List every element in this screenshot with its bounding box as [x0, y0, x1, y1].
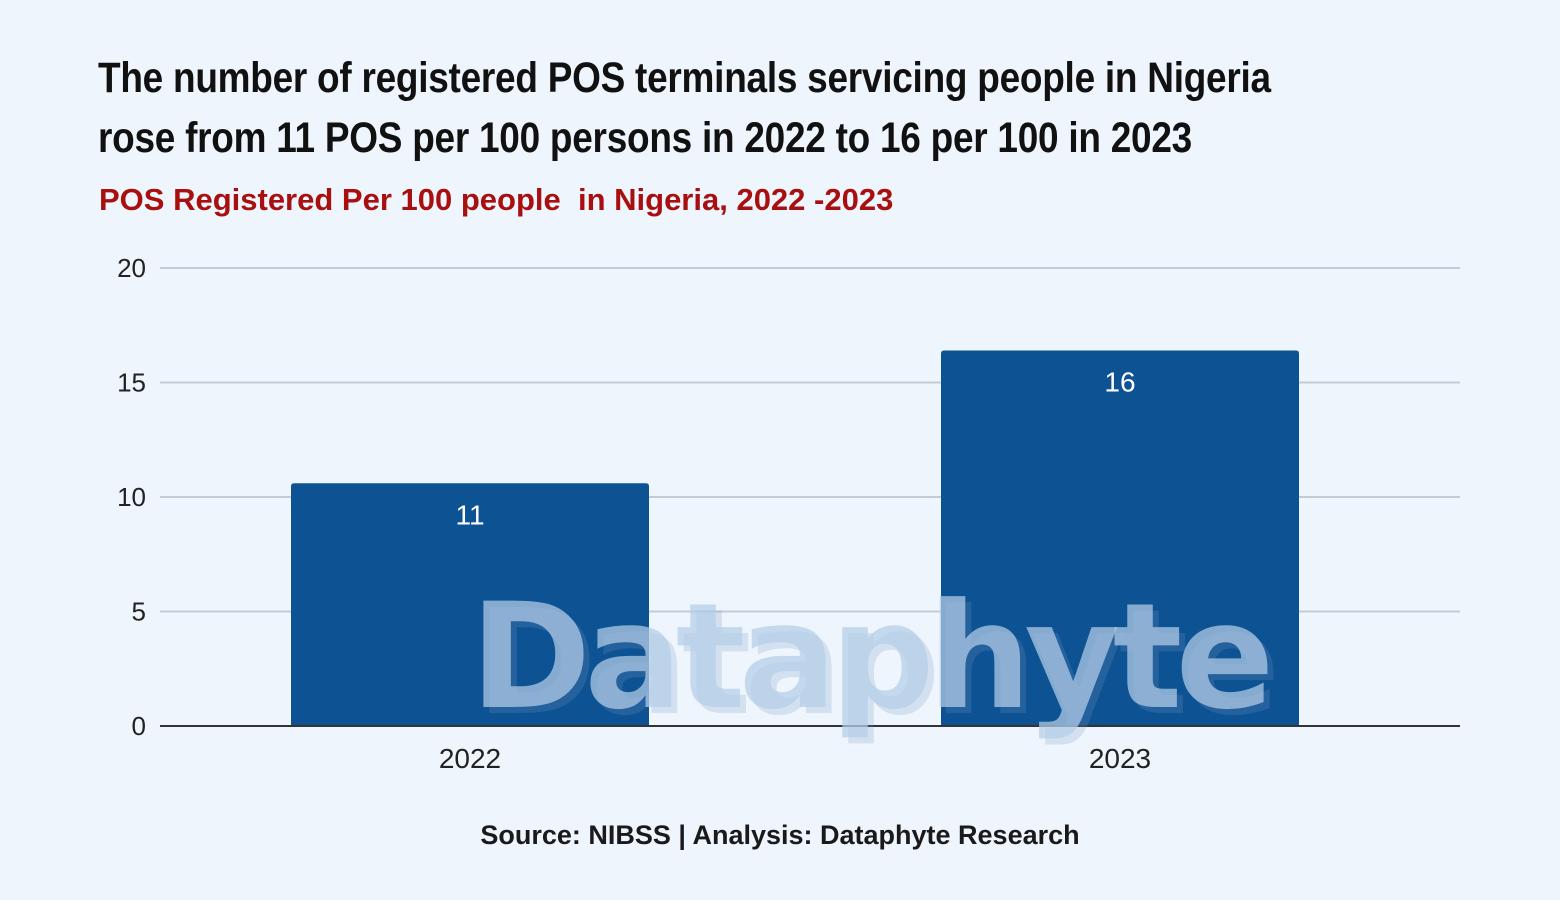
y-tick-label: 5	[132, 597, 146, 627]
y-tick-label: 10	[117, 482, 146, 512]
chart-title-line-1: The number of registered POS terminals s…	[98, 54, 1271, 102]
x-tick-label-2022: 2022	[439, 743, 501, 774]
y-tick-label: 20	[117, 253, 146, 283]
source-note: Source: NIBSS | Analysis: Dataphyte Rese…	[480, 820, 1080, 850]
chart-title: The number of registered POS terminals s…	[98, 48, 1302, 168]
bar-data-label-2023: 16	[1104, 366, 1135, 397]
y-tick-label: 0	[132, 711, 146, 741]
bar-data-label-2022: 11	[455, 499, 484, 530]
y-tick-label: 15	[117, 368, 146, 398]
x-tick-label-2023: 2023	[1089, 743, 1151, 774]
chart-subtitle: POS Registered Per 100 people in Nigeria…	[99, 182, 894, 217]
bar-2023	[941, 350, 1299, 726]
bar-2022	[291, 483, 649, 726]
chart-title-line-2: rose from 11 POS per 100 persons in 2022…	[98, 114, 1192, 162]
